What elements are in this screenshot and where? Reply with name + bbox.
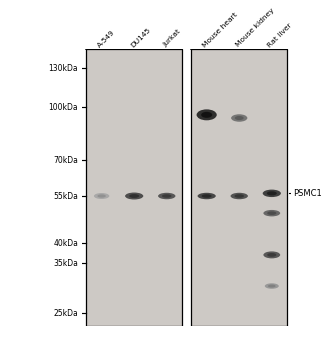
Ellipse shape bbox=[231, 114, 247, 122]
Text: A-549: A-549 bbox=[97, 29, 116, 48]
Ellipse shape bbox=[231, 193, 248, 199]
Ellipse shape bbox=[202, 194, 212, 198]
Ellipse shape bbox=[198, 193, 216, 199]
Ellipse shape bbox=[201, 112, 212, 118]
Bar bbox=[86, 49, 182, 326]
Ellipse shape bbox=[235, 116, 244, 120]
Text: 100kDa: 100kDa bbox=[48, 103, 78, 112]
Ellipse shape bbox=[263, 210, 280, 216]
Ellipse shape bbox=[125, 193, 143, 200]
Text: Jurkat: Jurkat bbox=[162, 29, 182, 48]
Text: 25kDa: 25kDa bbox=[53, 309, 78, 317]
Ellipse shape bbox=[267, 253, 276, 257]
Ellipse shape bbox=[158, 193, 175, 199]
Ellipse shape bbox=[268, 285, 276, 288]
Ellipse shape bbox=[197, 109, 217, 120]
Ellipse shape bbox=[94, 193, 109, 199]
Text: Mouse kidney: Mouse kidney bbox=[234, 7, 275, 48]
Ellipse shape bbox=[129, 194, 139, 198]
Text: 55kDa: 55kDa bbox=[53, 191, 78, 201]
Text: Rat liver: Rat liver bbox=[267, 22, 293, 48]
Ellipse shape bbox=[263, 190, 281, 197]
Text: 130kDa: 130kDa bbox=[48, 64, 78, 73]
Text: 35kDa: 35kDa bbox=[53, 259, 78, 268]
Bar bbox=[191, 49, 287, 326]
Ellipse shape bbox=[234, 194, 244, 198]
Ellipse shape bbox=[98, 194, 106, 198]
Text: DU145: DU145 bbox=[129, 26, 151, 48]
Ellipse shape bbox=[263, 251, 280, 258]
Text: Mouse heart: Mouse heart bbox=[202, 11, 239, 48]
Ellipse shape bbox=[267, 191, 277, 195]
Ellipse shape bbox=[267, 211, 276, 215]
Text: PSMC1: PSMC1 bbox=[293, 189, 322, 198]
Ellipse shape bbox=[162, 194, 172, 198]
Text: 40kDa: 40kDa bbox=[53, 239, 78, 248]
Ellipse shape bbox=[265, 283, 279, 289]
Text: 70kDa: 70kDa bbox=[53, 156, 78, 165]
